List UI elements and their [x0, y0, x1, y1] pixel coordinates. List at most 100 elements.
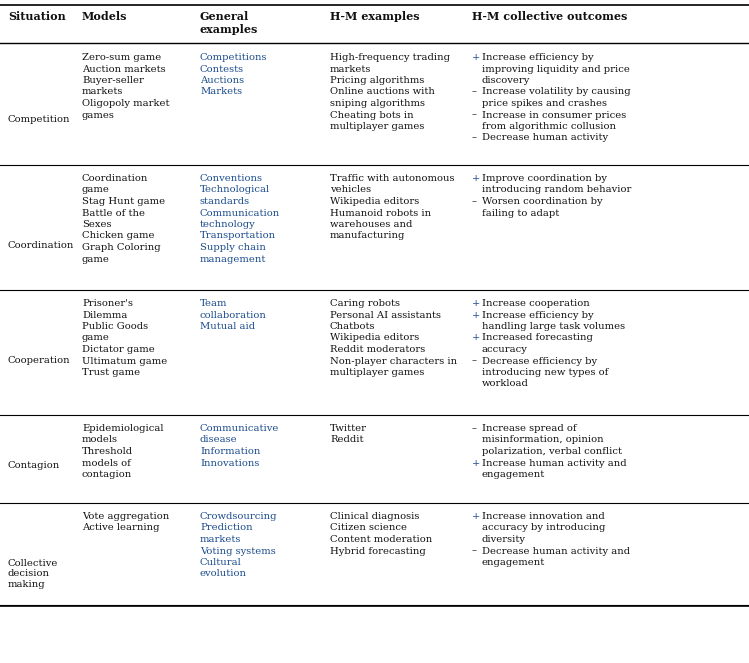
Text: Increase efficiency by: Increase efficiency by: [482, 53, 594, 62]
Text: Graph Coloring: Graph Coloring: [82, 243, 160, 252]
Text: –: –: [472, 424, 477, 433]
Text: Caring robots: Caring robots: [330, 299, 400, 308]
Text: Twitter: Twitter: [330, 424, 367, 433]
Text: polarization, verbal conflict: polarization, verbal conflict: [482, 447, 622, 456]
Text: Technological: Technological: [200, 186, 270, 194]
Text: Traffic with autonomous: Traffic with autonomous: [330, 174, 455, 183]
Text: game: game: [82, 255, 110, 263]
Text: Stag Hunt game: Stag Hunt game: [82, 197, 165, 206]
Text: game: game: [82, 186, 110, 194]
Text: Coordination: Coordination: [8, 241, 74, 250]
Text: manufacturing: manufacturing: [330, 231, 405, 241]
Text: Trust game: Trust game: [82, 368, 140, 377]
Text: Increase spread of: Increase spread of: [482, 424, 577, 433]
Text: Public Goods: Public Goods: [82, 322, 148, 331]
Text: accuracy: accuracy: [482, 345, 528, 354]
Text: diversity: diversity: [482, 535, 526, 544]
Text: Transportation: Transportation: [200, 231, 276, 241]
Text: Prediction: Prediction: [200, 524, 252, 532]
Text: –: –: [472, 133, 477, 143]
Text: standards: standards: [200, 197, 250, 206]
Text: H-M examples: H-M examples: [330, 11, 419, 22]
Text: +: +: [472, 310, 480, 320]
Text: Cooperation: Cooperation: [8, 356, 70, 365]
Text: Decrease efficiency by: Decrease efficiency by: [482, 357, 597, 365]
Text: warehouses and: warehouses and: [330, 220, 413, 229]
Text: Supply chain: Supply chain: [200, 243, 266, 252]
Text: Zero-sum game: Zero-sum game: [82, 53, 161, 62]
Text: Increase in consumer prices: Increase in consumer prices: [482, 111, 626, 119]
Text: Markets: Markets: [200, 88, 242, 97]
Text: Models: Models: [82, 11, 127, 22]
Text: –: –: [472, 111, 477, 119]
Text: disease: disease: [200, 436, 237, 444]
Text: General
examples: General examples: [200, 11, 258, 34]
Text: –: –: [472, 357, 477, 365]
Text: discovery: discovery: [482, 76, 530, 85]
Text: Increase cooperation: Increase cooperation: [482, 299, 589, 308]
Text: from algorithmic collusion: from algorithmic collusion: [482, 122, 616, 131]
Text: Decrease human activity: Decrease human activity: [482, 133, 608, 143]
Text: –: –: [472, 546, 477, 556]
Text: vehicles: vehicles: [330, 186, 371, 194]
Text: Communicative: Communicative: [200, 424, 279, 433]
Text: Contagion: Contagion: [8, 461, 60, 470]
Text: models of: models of: [82, 459, 131, 467]
Text: Content moderation: Content moderation: [330, 535, 432, 544]
Text: Oligopoly market: Oligopoly market: [82, 99, 169, 108]
Text: Mutual aid: Mutual aid: [200, 322, 255, 331]
Text: +: +: [472, 299, 480, 308]
Text: Dictator game: Dictator game: [82, 345, 155, 354]
Text: Battle of the: Battle of the: [82, 208, 145, 217]
Text: Competition: Competition: [8, 115, 70, 124]
Text: failing to adapt: failing to adapt: [482, 208, 560, 217]
Text: Auction markets: Auction markets: [82, 64, 166, 74]
Text: H-M collective outcomes: H-M collective outcomes: [472, 11, 628, 22]
Text: models: models: [82, 436, 118, 444]
Text: introducing random behavior: introducing random behavior: [482, 186, 631, 194]
Text: Threshold: Threshold: [82, 447, 133, 456]
Text: engagement: engagement: [482, 558, 545, 567]
Text: markets: markets: [330, 64, 372, 74]
Text: Chicken game: Chicken game: [82, 231, 154, 241]
Text: +: +: [472, 333, 480, 343]
Text: collaboration: collaboration: [200, 310, 267, 320]
Text: Increased forecasting: Increased forecasting: [482, 333, 593, 343]
Text: Wikipedia editors: Wikipedia editors: [330, 333, 419, 343]
Text: High-frequency trading: High-frequency trading: [330, 53, 450, 62]
Text: Prisoner's: Prisoner's: [82, 299, 133, 308]
Text: Clinical diagnosis: Clinical diagnosis: [330, 512, 419, 521]
Text: price spikes and crashes: price spikes and crashes: [482, 99, 607, 108]
Text: Information: Information: [200, 447, 261, 456]
Text: evolution: evolution: [200, 570, 247, 579]
Text: Cultural: Cultural: [200, 558, 242, 567]
Text: Epidemiological: Epidemiological: [82, 424, 163, 433]
Text: Competitions: Competitions: [200, 53, 267, 62]
Text: markets: markets: [82, 88, 124, 97]
Text: Situation: Situation: [8, 11, 66, 22]
Text: sniping algorithms: sniping algorithms: [330, 99, 425, 108]
Text: Sexes: Sexes: [82, 220, 112, 229]
Text: Reddit moderators: Reddit moderators: [330, 345, 425, 354]
Text: improving liquidity and price: improving liquidity and price: [482, 64, 630, 74]
Text: Humanoid robots in: Humanoid robots in: [330, 208, 431, 217]
Text: Contests: Contests: [200, 64, 244, 74]
Text: +: +: [472, 174, 480, 183]
Text: Active learning: Active learning: [82, 524, 160, 532]
Text: Ultimatum game: Ultimatum game: [82, 357, 167, 365]
Text: –: –: [472, 197, 477, 206]
Text: multiplayer games: multiplayer games: [330, 368, 425, 377]
Text: Auctions: Auctions: [200, 76, 244, 85]
Text: Citizen science: Citizen science: [330, 524, 407, 532]
Text: Buyer-seller: Buyer-seller: [82, 76, 144, 85]
Text: Innovations: Innovations: [200, 459, 259, 467]
Text: Worsen coordination by: Worsen coordination by: [482, 197, 603, 206]
Text: Decrease human activity and: Decrease human activity and: [482, 546, 630, 556]
Text: Wikipedia editors: Wikipedia editors: [330, 197, 419, 206]
Text: Crowdsourcing: Crowdsourcing: [200, 512, 277, 521]
Text: games: games: [82, 111, 115, 119]
Text: +: +: [472, 512, 480, 521]
Text: Non-player characters in: Non-player characters in: [330, 357, 457, 365]
Text: Cheating bots in: Cheating bots in: [330, 111, 413, 119]
Text: multiplayer games: multiplayer games: [330, 122, 425, 131]
